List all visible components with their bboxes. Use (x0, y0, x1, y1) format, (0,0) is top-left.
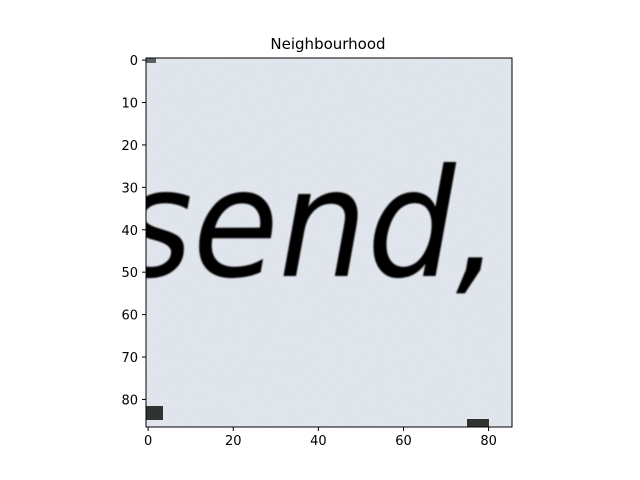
y-tick-label: 70 (121, 351, 138, 366)
y-tick-label: 40 (121, 224, 138, 239)
x-axis-ticks: 0 20 40 60 80 (144, 427, 497, 449)
axes-frame (145, 57, 513, 428)
y-tick-label: 30 (121, 181, 138, 196)
plot-title: Neighbourhood (270, 35, 385, 53)
paper-texture (146, 58, 512, 427)
y-tick-label: 20 (121, 139, 138, 154)
x-tick-label: 80 (480, 434, 497, 449)
x-tick-label: 20 (225, 434, 242, 449)
corner-speck-bottom-right (467, 419, 489, 427)
y-axis-ticks: 0 10 20 30 40 50 60 70 80 (121, 54, 146, 408)
y-tick-label: 0 (130, 54, 138, 69)
x-tick-label: 60 (395, 434, 412, 449)
x-tick-label: 40 (310, 434, 327, 449)
corner-speck-bottom-left (146, 406, 163, 420)
y-tick-label: 60 (121, 309, 138, 324)
image-handwritten-text: send, (120, 138, 500, 312)
x-tick-label: 0 (144, 434, 152, 449)
y-tick-label: 50 (121, 266, 138, 281)
corner-speck-top-left (146, 58, 156, 63)
y-tick-label: 10 (121, 97, 138, 112)
y-tick-label: 80 (121, 393, 138, 408)
neighbourhood-image: send, (120, 58, 512, 427)
